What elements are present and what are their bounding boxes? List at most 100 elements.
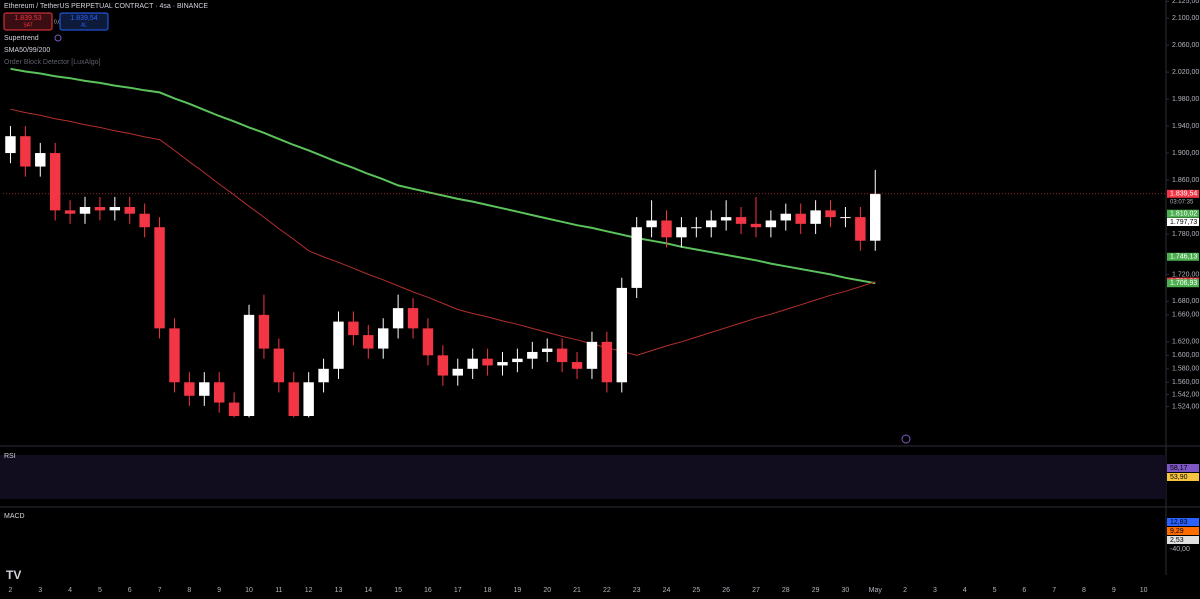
sell-button[interactable] [3, 12, 53, 31]
candle-body [795, 213, 806, 224]
x-tick-label: 24 [663, 587, 671, 594]
indicator-label[interactable]: Supertrend [4, 35, 39, 42]
y-tick-label: 1.860,00 [1172, 177, 1199, 184]
indicator-label[interactable]: Order Block Detector [LuxAlgo] [4, 59, 101, 66]
candle-body [20, 136, 31, 167]
candle-body [720, 217, 732, 221]
x-tick-label: 5 [993, 587, 997, 594]
price-tag [1167, 209, 1199, 218]
candle-body [676, 227, 687, 238]
candle-body [303, 382, 314, 417]
price-tag [1167, 252, 1199, 261]
pane-tag-label: 9,29 [1170, 528, 1184, 535]
candle-body [94, 206, 106, 211]
candle-body [556, 348, 568, 363]
price-tag-label: 1.797,73 [1170, 219, 1197, 226]
candle-body [109, 206, 121, 211]
event-icon[interactable] [901, 434, 911, 444]
y-tick-label: 1.524,00 [1172, 403, 1199, 410]
candle-body [661, 220, 672, 238]
candle-body [288, 382, 299, 417]
candle-body [124, 206, 135, 214]
y-tick-label: 1.600,00 [1172, 352, 1199, 359]
candle-body [243, 314, 255, 417]
price-tag-label: 1.746,13 [1170, 254, 1197, 261]
x-tick-label: 2 [903, 587, 907, 594]
candle-body [810, 210, 821, 224]
candle-body [35, 153, 46, 167]
candle-body [482, 358, 493, 366]
y-tick-label: 1.542,00 [1172, 391, 1199, 398]
sell-price[interactable]: 1.839,53 [14, 15, 41, 22]
x-tick-label: 9 [217, 587, 221, 594]
y-tick-label: 2.020,00 [1172, 69, 1199, 76]
buy-button[interactable] [59, 12, 109, 31]
candle-body [273, 348, 285, 383]
buy-label[interactable]: AL [81, 22, 87, 28]
candle-body [333, 321, 344, 369]
candle-body [467, 358, 478, 369]
candle-body [228, 402, 240, 417]
indicator-label[interactable]: SMA50/99/200 [4, 47, 50, 54]
candle-body [825, 210, 836, 218]
x-tick-label: 29 [812, 587, 820, 594]
pane-tag [1167, 464, 1199, 472]
x-tick-label: 10 [245, 587, 253, 594]
candle-body [154, 227, 165, 329]
y-tick-label: 1.720,00 [1172, 271, 1199, 278]
y-tick-label: 1.620,00 [1172, 339, 1199, 346]
candle-body [527, 351, 538, 359]
sell-label[interactable]: SAT [23, 22, 32, 28]
pane-tag [1167, 518, 1199, 526]
candle-body [392, 308, 404, 329]
x-tick-label: 28 [782, 587, 790, 594]
y-tick-label: 1.780,00 [1172, 231, 1199, 238]
y-tick-label: 1.580,00 [1172, 366, 1199, 373]
candle-body [258, 314, 270, 349]
x-tick-label: 4 [68, 587, 72, 594]
y-tick-label: 1.940,00 [1172, 123, 1199, 130]
candle-body [5, 136, 16, 154]
x-tick-label: 7 [1052, 587, 1056, 594]
candle-body [616, 287, 627, 383]
price-tag [1167, 189, 1199, 198]
x-tick-label: 20 [543, 587, 551, 594]
x-tick-label: 10 [1140, 587, 1148, 594]
candle-body [377, 328, 389, 349]
candle-body [750, 223, 762, 228]
candle-body [79, 206, 91, 214]
x-tick-label: 27 [752, 587, 760, 594]
x-tick-label: 5 [98, 587, 102, 594]
candle-body [64, 210, 76, 214]
pane-tag [1167, 527, 1199, 535]
price-tag-label: 1.839,54 [1170, 191, 1197, 198]
y-tick-label: 2.060,00 [1172, 42, 1199, 49]
price-tag-label: 1.810,02 [1170, 211, 1197, 218]
sma-line [10, 67, 876, 285]
candle-body [213, 382, 225, 403]
x-tick-label: 8 [1082, 587, 1086, 594]
symbol-title: Ethereum / TetherUS PERPETUAL CONTRACT ·… [4, 3, 208, 10]
logo[interactable]: TV [6, 568, 21, 582]
x-tick-label: 3 [933, 587, 937, 594]
y-tick-label: 2.125,00 [1172, 0, 1199, 5]
x-tick-label: 8 [187, 587, 191, 594]
pane-label: MACD [4, 513, 25, 520]
x-tick-label: 12 [305, 587, 313, 594]
settings-icon[interactable] [54, 34, 62, 42]
x-tick-label: 4 [963, 587, 967, 594]
x-tick-label: 30 [842, 587, 850, 594]
pane-tag-label: 53,90 [1170, 474, 1188, 481]
y-tick-label: 1.660,00 [1172, 312, 1199, 319]
candle-body [422, 328, 434, 356]
x-tick-label: 15 [394, 587, 402, 594]
price-tag [1167, 279, 1199, 288]
candle-body [542, 348, 553, 352]
candle-body [840, 217, 851, 219]
y-tick-label: 1.680,00 [1172, 298, 1199, 305]
candle-body [691, 227, 702, 229]
buy-price[interactable]: 1.839,54 [70, 15, 97, 22]
